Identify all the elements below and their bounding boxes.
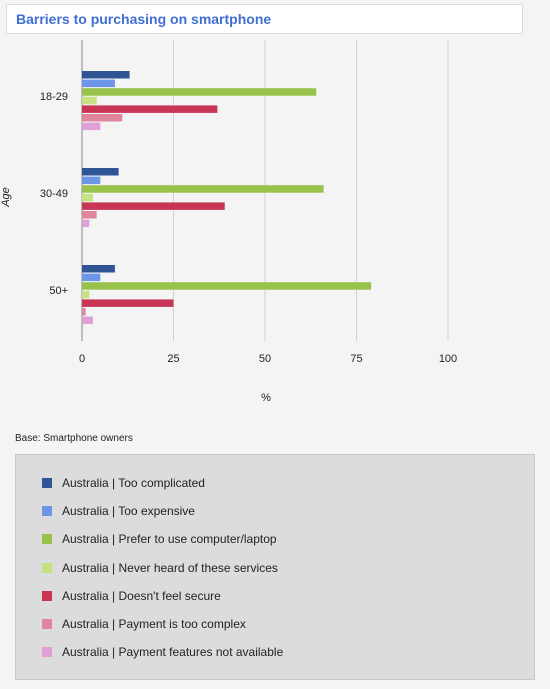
x-tick-label: 0 [79, 353, 85, 365]
legend-swatch [42, 647, 52, 658]
category-label: 50+ [49, 285, 68, 297]
category-label: 18-29 [40, 91, 68, 103]
bar-18-29-1 [82, 79, 115, 88]
bar-chart: 18-29 30-49 50+ 0 25 50 75 100% Age [0, 40, 457, 404]
legend-label: Australia | Never heard of these service… [62, 560, 278, 575]
legend-item: Australia | Payment features not availab… [42, 645, 283, 659]
bar-18-29-2 [82, 88, 317, 96]
legend-swatch [42, 478, 52, 488]
bar-18-29-0 [82, 71, 130, 79]
legend-label: Australia | Too expensive [62, 504, 195, 519]
legend-label: Australia | Payment is too complex [62, 617, 246, 631]
legend-item: Australia | Too expensive [42, 504, 195, 518]
bar-50+-3 [82, 290, 90, 299]
legend-label: Australia | Doesn't feel secure [62, 588, 221, 603]
bar-18-29-6 [82, 122, 101, 131]
y-axis-label: Age [0, 187, 12, 208]
chart-title-box: Barriers to purchasing on smartphone [6, 4, 523, 34]
legend-item: Australia | Prefer to use computer/lapto… [42, 532, 277, 546]
bar-50+-1 [82, 273, 101, 282]
legend-swatch [42, 506, 52, 517]
base-note: Base: Smartphone owners [15, 433, 133, 444]
chart-title: Barriers to purchasing on smartphone [16, 11, 272, 27]
legend-swatch [42, 619, 52, 629]
bar-18-29-5 [82, 114, 123, 122]
legend: Australia | Too complicated Australia | T… [15, 454, 535, 680]
bar-18-29-4 [82, 105, 218, 113]
x-tick-label: 75 [350, 353, 362, 365]
bar-30-49-0 [82, 168, 119, 176]
legend-label: Australia | Too complicated [62, 476, 205, 490]
legend-item: Australia | Doesn't feel secure [42, 589, 221, 603]
bar-50+-5 [82, 308, 86, 316]
legend-swatch [42, 562, 52, 573]
legend-swatch [42, 590, 52, 601]
legend-item: Australia | Too complicated [42, 476, 205, 490]
bar-30-49-6 [82, 219, 90, 228]
x-tick-label: 100 [439, 353, 457, 365]
x-tick-label: 25 [167, 353, 179, 365]
legend-swatch [42, 534, 52, 545]
x-axis-label: % [261, 392, 271, 404]
bar-50+-4 [82, 299, 174, 307]
bar-30-49-2 [82, 185, 324, 193]
legend-label: Australia | Prefer to use computer/lapto… [62, 532, 277, 547]
bar-50+-2 [82, 282, 372, 290]
category-label: 30-49 [40, 188, 68, 200]
legend-item: Australia | Payment is too complex [42, 617, 246, 631]
bar-30-49-3 [82, 193, 93, 202]
bar-50+-6 [82, 316, 93, 325]
legend-item: Australia | Never heard of these service… [42, 561, 278, 575]
bar-30-49-5 [82, 211, 97, 219]
bar-50+-0 [82, 265, 115, 273]
bar-30-49-1 [82, 176, 101, 185]
bar-30-49-4 [82, 202, 225, 210]
legend-label: Australia | Payment features not availab… [62, 645, 284, 660]
bar-18-29-3 [82, 96, 97, 105]
x-tick-label: 50 [259, 353, 271, 365]
